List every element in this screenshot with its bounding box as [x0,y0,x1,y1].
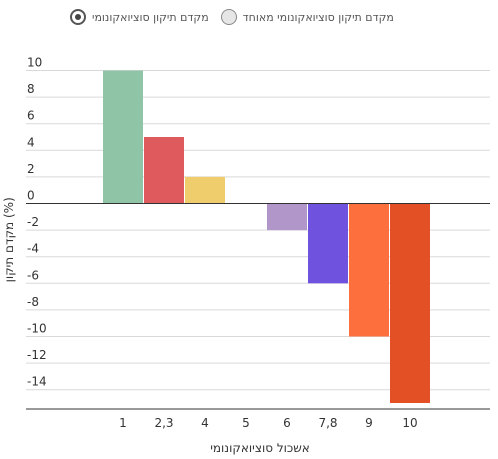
y-tick-label: 4 [27,135,35,149]
radio-selected-icon[interactable] [70,9,86,25]
y-tick-label: 8 [27,82,35,96]
x-tick-label: 2,3 [154,416,173,430]
x-tick-label: 4 [201,416,209,430]
x-tick-labels: 1 2,3 4 5 6 7,8 9 10 [119,416,417,430]
radio-unselected-icon[interactable] [220,9,237,25]
bars [103,70,430,404]
bar-1[interactable] [103,70,143,204]
y-tick-label: -4 [27,242,39,256]
legend-option-unified[interactable]: מקדם תיקון סוציואקונומי מאוחד [220,9,394,25]
y-tick-label: -10 [27,322,47,336]
y-tick-label: 2 [27,162,35,176]
y-axis-title: מקדם תיקון (%) [2,197,16,282]
bar-7-8[interactable] [308,203,348,284]
y-tick-label: -2 [27,215,39,229]
legend-option-socioeconomic-label: מקדם תיקון סוציואקונומי [92,10,209,24]
legend: מקדם תיקון סוציואקונומי מקדם תיקון סוציו… [70,6,394,28]
bar-6[interactable] [267,203,307,231]
legend-option-unified-label: מקדם תיקון סוציואקונומי מאוחד [242,10,394,24]
x-tick-label: 10 [402,416,417,430]
y-tick-label: -12 [27,348,47,362]
y-tick-label: -14 [27,375,47,389]
bar-2-3[interactable] [144,137,184,204]
legend-option-socioeconomic[interactable]: מקדם תיקון סוציואקונומי [70,9,209,25]
x-tick-label: 5 [242,416,250,430]
y-tick-labels: 10 8 6 4 2 0 -2 -4 -6 -8 -10 -12 -14 [27,56,47,389]
x-tick-label: 1 [119,416,127,430]
y-tick-label: 6 [27,109,35,123]
y-tick-label: -8 [27,295,39,309]
x-tick-label: 9 [365,416,373,430]
bar-4[interactable] [185,176,225,204]
y-tick-label: -6 [27,268,39,282]
x-axis-title: אשכול סוציואקונומי [210,441,310,455]
y-tick-label: 0 [27,189,35,203]
x-tick-label: 6 [283,416,291,430]
y-tick-label: 10 [27,56,42,70]
bar-10[interactable] [390,203,430,404]
bar-9[interactable] [349,203,389,337]
x-tick-label: 7,8 [318,416,337,430]
